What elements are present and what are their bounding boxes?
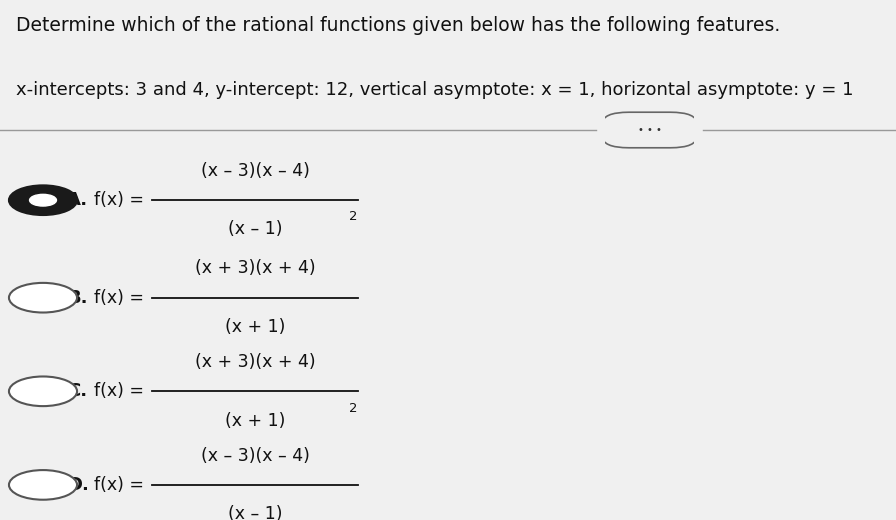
Text: f(x) =: f(x) = [94, 476, 144, 494]
Text: f(x) =: f(x) = [94, 289, 144, 307]
FancyBboxPatch shape [602, 112, 697, 148]
Text: B.: B. [67, 289, 88, 307]
Text: (x – 3)(x – 4): (x – 3)(x – 4) [201, 162, 310, 180]
Text: (x – 1): (x – 1) [228, 505, 282, 520]
Text: • • •: • • • [638, 125, 661, 135]
Circle shape [30, 194, 56, 206]
Text: A.: A. [67, 191, 89, 209]
Circle shape [9, 470, 77, 500]
Text: (x + 1): (x + 1) [225, 411, 286, 430]
Text: 2: 2 [349, 401, 358, 414]
Text: (x + 3)(x + 4): (x + 3)(x + 4) [195, 259, 315, 278]
Text: (x – 1): (x – 1) [228, 220, 282, 239]
Text: C.: C. [67, 382, 87, 400]
Circle shape [9, 283, 77, 313]
Text: f(x) =: f(x) = [94, 382, 144, 400]
Text: f(x) =: f(x) = [94, 191, 144, 209]
Text: (x + 3)(x + 4): (x + 3)(x + 4) [195, 353, 315, 371]
Text: D.: D. [67, 476, 89, 494]
Text: x-intercepts: 3 and 4, y-intercept: 12, vertical asymptote: x = 1, horizontal as: x-intercepts: 3 and 4, y-intercept: 12, … [16, 81, 854, 99]
Text: (x + 1): (x + 1) [225, 318, 286, 336]
Text: Determine which of the rational functions given below has the following features: Determine which of the rational function… [16, 16, 780, 35]
Text: 2: 2 [349, 211, 358, 224]
Circle shape [9, 376, 77, 406]
Circle shape [9, 186, 77, 215]
Text: (x – 3)(x – 4): (x – 3)(x – 4) [201, 447, 310, 465]
